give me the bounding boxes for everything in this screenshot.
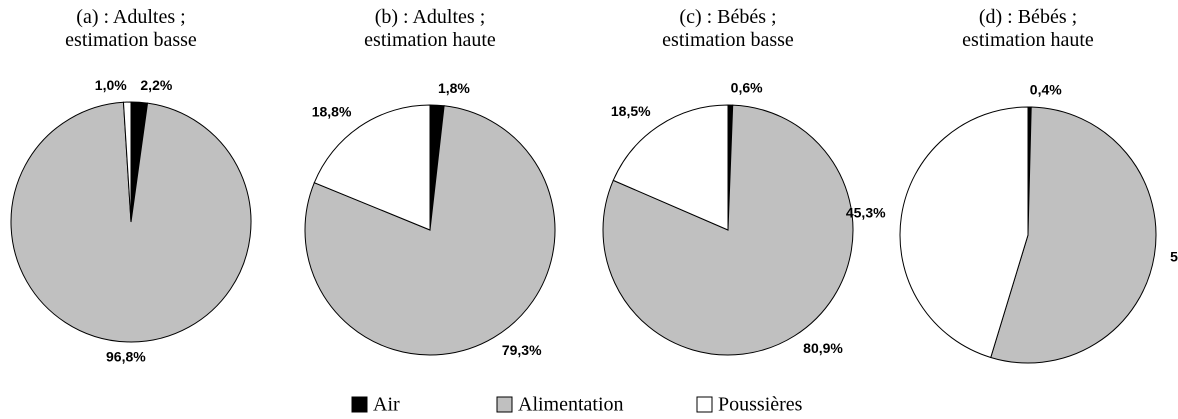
data-label: 0,4% bbox=[1030, 82, 1062, 98]
pie-slice bbox=[899, 106, 1029, 359]
chart-title: (c) : Bébés ; bbox=[679, 6, 776, 28]
data-label: 96,8% bbox=[106, 349, 146, 365]
data-label: 54,3% bbox=[1170, 249, 1178, 265]
legend-label: Poussières bbox=[718, 394, 803, 416]
legend-label: Alimentation bbox=[518, 394, 624, 416]
data-label: 18,5% bbox=[611, 103, 651, 119]
legend-swatch bbox=[351, 396, 368, 413]
data-label: 2,2% bbox=[140, 77, 172, 93]
chart-title: (a) : Adultes ; bbox=[76, 6, 185, 28]
legend-swatch bbox=[696, 396, 713, 413]
pie-slice bbox=[10, 101, 252, 343]
data-label: 18,8% bbox=[312, 104, 352, 120]
chart-title: (d) : Bébés ; bbox=[979, 6, 1077, 28]
pie-slice bbox=[313, 104, 431, 231]
legend-label: Air bbox=[373, 394, 400, 416]
chart-title: estimation basse bbox=[662, 29, 794, 51]
chart-title: (b) : Adultes ; bbox=[375, 6, 486, 28]
pie-slice bbox=[122, 101, 132, 223]
chart-title: estimation haute bbox=[364, 29, 496, 51]
data-label: 1,0% bbox=[95, 77, 127, 93]
pie-slice bbox=[990, 106, 1157, 364]
legend-swatch bbox=[496, 396, 513, 413]
chart-title: estimation haute bbox=[962, 29, 1094, 51]
data-label: 45,3% bbox=[846, 205, 886, 221]
data-label: 79,3% bbox=[502, 342, 542, 358]
chart-title: estimation basse bbox=[65, 29, 197, 51]
data-label: 80,9% bbox=[803, 340, 843, 356]
pie-slice bbox=[612, 104, 729, 231]
data-label: 1,8% bbox=[438, 80, 470, 96]
data-label: 0,6% bbox=[731, 80, 763, 96]
